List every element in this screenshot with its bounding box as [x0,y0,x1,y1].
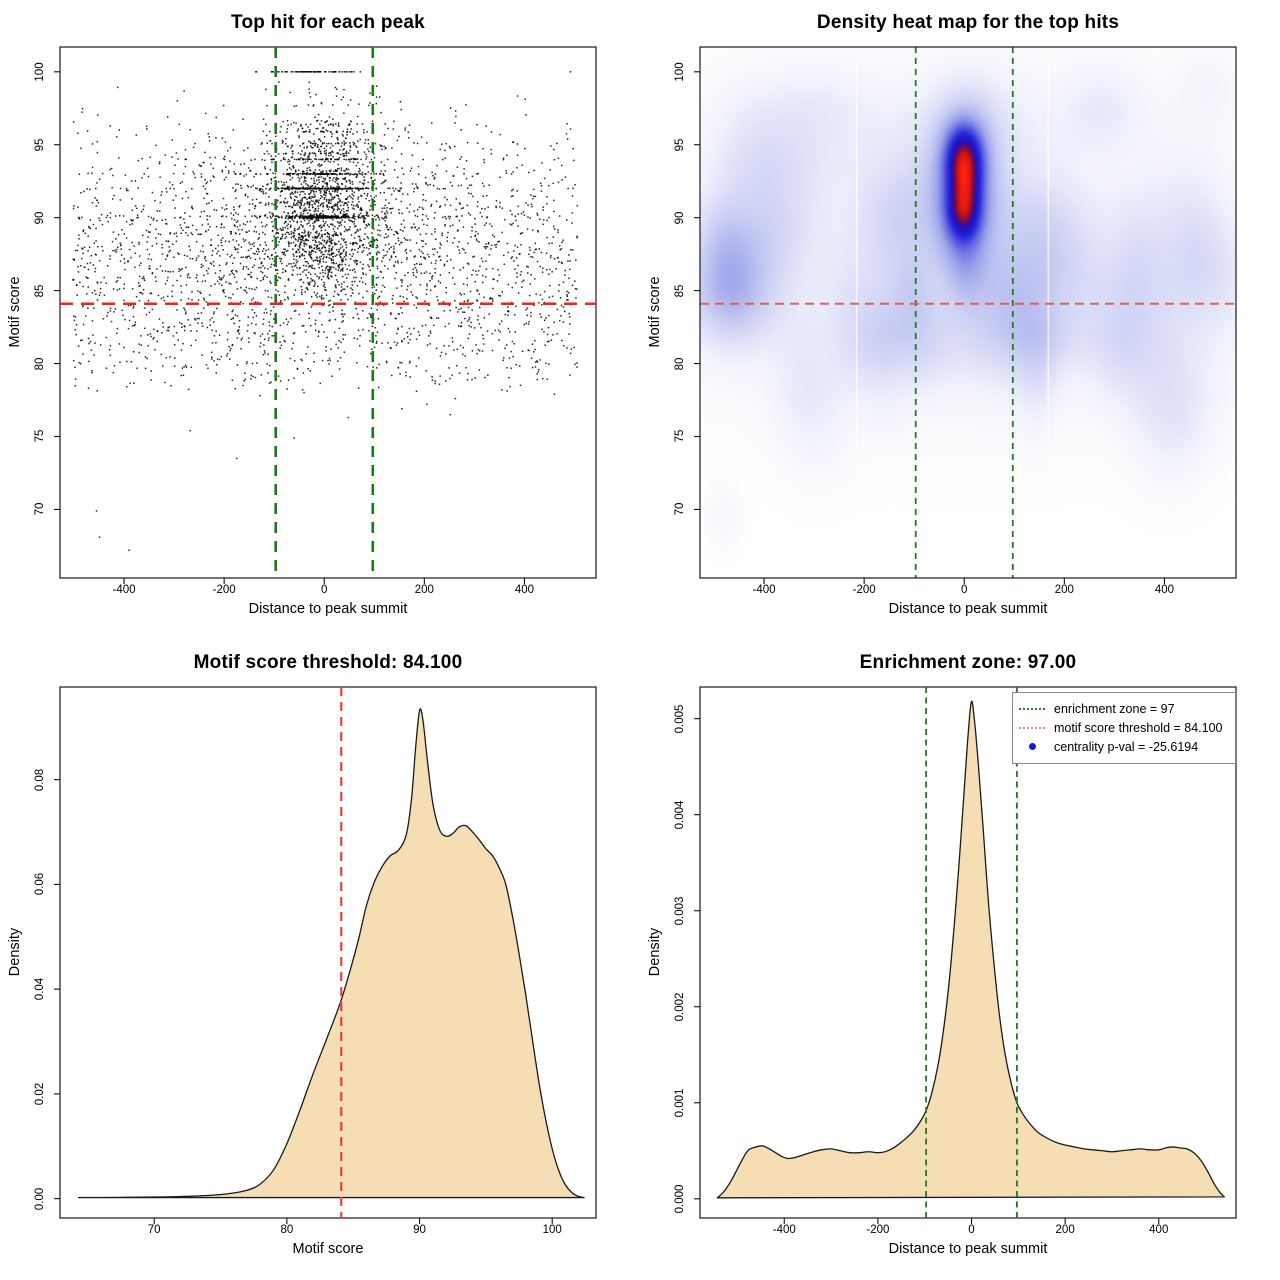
x-tick-label: 70 [147,1224,161,1236]
y-tick-label: 0.000 [674,1184,686,1214]
x-tick-label: 0 [961,584,968,596]
legend-item-motif-threshold: motif score threshold = 84.100 [1019,718,1229,737]
y-tick-label: 70 [674,503,686,516]
y-tick-label: 90 [34,211,46,225]
panel-distance-density: Enrichment zone: 97.00 Distance to peak … [640,640,1280,1280]
y-tick-label: 85 [34,284,46,298]
panel-title: Top hit for each peak [231,12,425,33]
green-dotted-line-swatch [1019,707,1045,710]
red-dotted-line-swatch [1019,726,1045,729]
x-tick-label: 400 [1149,1224,1169,1236]
y-tick-label: 0.08 [34,768,46,791]
y-tick-label: 0.004 [674,800,686,830]
y-tick-label: 0.005 [674,704,686,734]
x-tick-label: 400 [514,584,535,596]
y-tick-label: 95 [34,138,46,152]
y-tick-label: 0.00 [34,1187,46,1210]
x-tick-label: 200 [1054,584,1074,596]
legend-item-label: enrichment zone = 97 [1054,701,1175,716]
legend-item-centrality-pval: centrality p-val = -25.6194 [1019,737,1229,756]
x-tick-label: 80 [280,1224,294,1236]
x-tick-label: -200 [212,584,236,596]
x-tick-label: 90 [413,1224,426,1236]
x-tick-label: 0 [968,1224,975,1236]
y-axis-label: Motif score [647,276,663,348]
x-axis-label: Distance to peak summit [888,601,1048,617]
y-tick-label: 0.02 [34,1082,46,1106]
y-tick-label: 0.04 [34,977,46,1001]
panel-title: Motif score threshold: 84.100 [193,652,463,673]
x-axis-label: Distance to peak summit [248,601,408,617]
x-axis-label: Distance to peak summit [888,1241,1048,1257]
y-tick-label: 0.001 [674,1088,686,1118]
y-tick-label: 100 [34,62,46,82]
y-axis-label: Density [647,927,663,977]
motif-density-plot-canvas [0,640,640,1280]
panel-density-heatmap: Density heat map for the top hits Distan… [640,0,1280,640]
panel-title: Density heat map for the top hits [816,12,1120,33]
x-tick-label: -400 [112,584,136,596]
x-tick-label: 0 [321,584,328,596]
scatter-plot-canvas [0,0,640,640]
y-tick-label: 90 [674,211,686,225]
x-tick-label: 200 [1055,1224,1075,1236]
y-tick-label: 75 [674,430,686,443]
x-tick-label: -400 [752,584,776,596]
legend: enrichment zone = 97 motif score thresho… [1012,692,1236,764]
y-tick-label: 100 [674,62,686,82]
y-tick-label: 80 [674,357,686,370]
blue-dot-swatch [1029,743,1036,750]
legend-item-enrichment-zone: enrichment zone = 97 [1019,699,1229,718]
y-tick-label: 70 [34,503,46,516]
y-tick-label: 75 [34,430,46,443]
y-axis-label: Motif score [7,276,23,348]
y-tick-label: 0.003 [674,896,686,926]
x-tick-label: -200 [852,584,876,596]
x-axis-label: Motif score [292,1241,364,1257]
panel-scatter-top-hits: Top hit for each peak Distance to peak s… [0,0,640,640]
y-tick-label: 0.06 [34,873,46,896]
panel-title: Enrichment zone: 97.00 [859,652,1077,673]
legend-item-label: motif score threshold = 84.100 [1054,720,1223,735]
y-axis-label: Density [7,927,23,977]
y-tick-label: 85 [674,284,686,298]
x-tick-label: 200 [414,584,434,596]
panel-motif-score-density: Motif score threshold: 84.100 Motif scor… [0,640,640,1280]
y-tick-label: 0.002 [674,992,686,1022]
legend-item-label: centrality p-val = -25.6194 [1054,739,1199,754]
heatmap-plot-canvas [640,0,1280,640]
x-tick-label: 100 [542,1224,562,1236]
x-tick-label: -200 [866,1224,890,1236]
y-tick-label: 95 [674,138,686,152]
x-tick-label: -400 [772,1224,796,1236]
x-tick-label: 400 [1154,584,1175,596]
y-tick-label: 80 [34,357,46,370]
